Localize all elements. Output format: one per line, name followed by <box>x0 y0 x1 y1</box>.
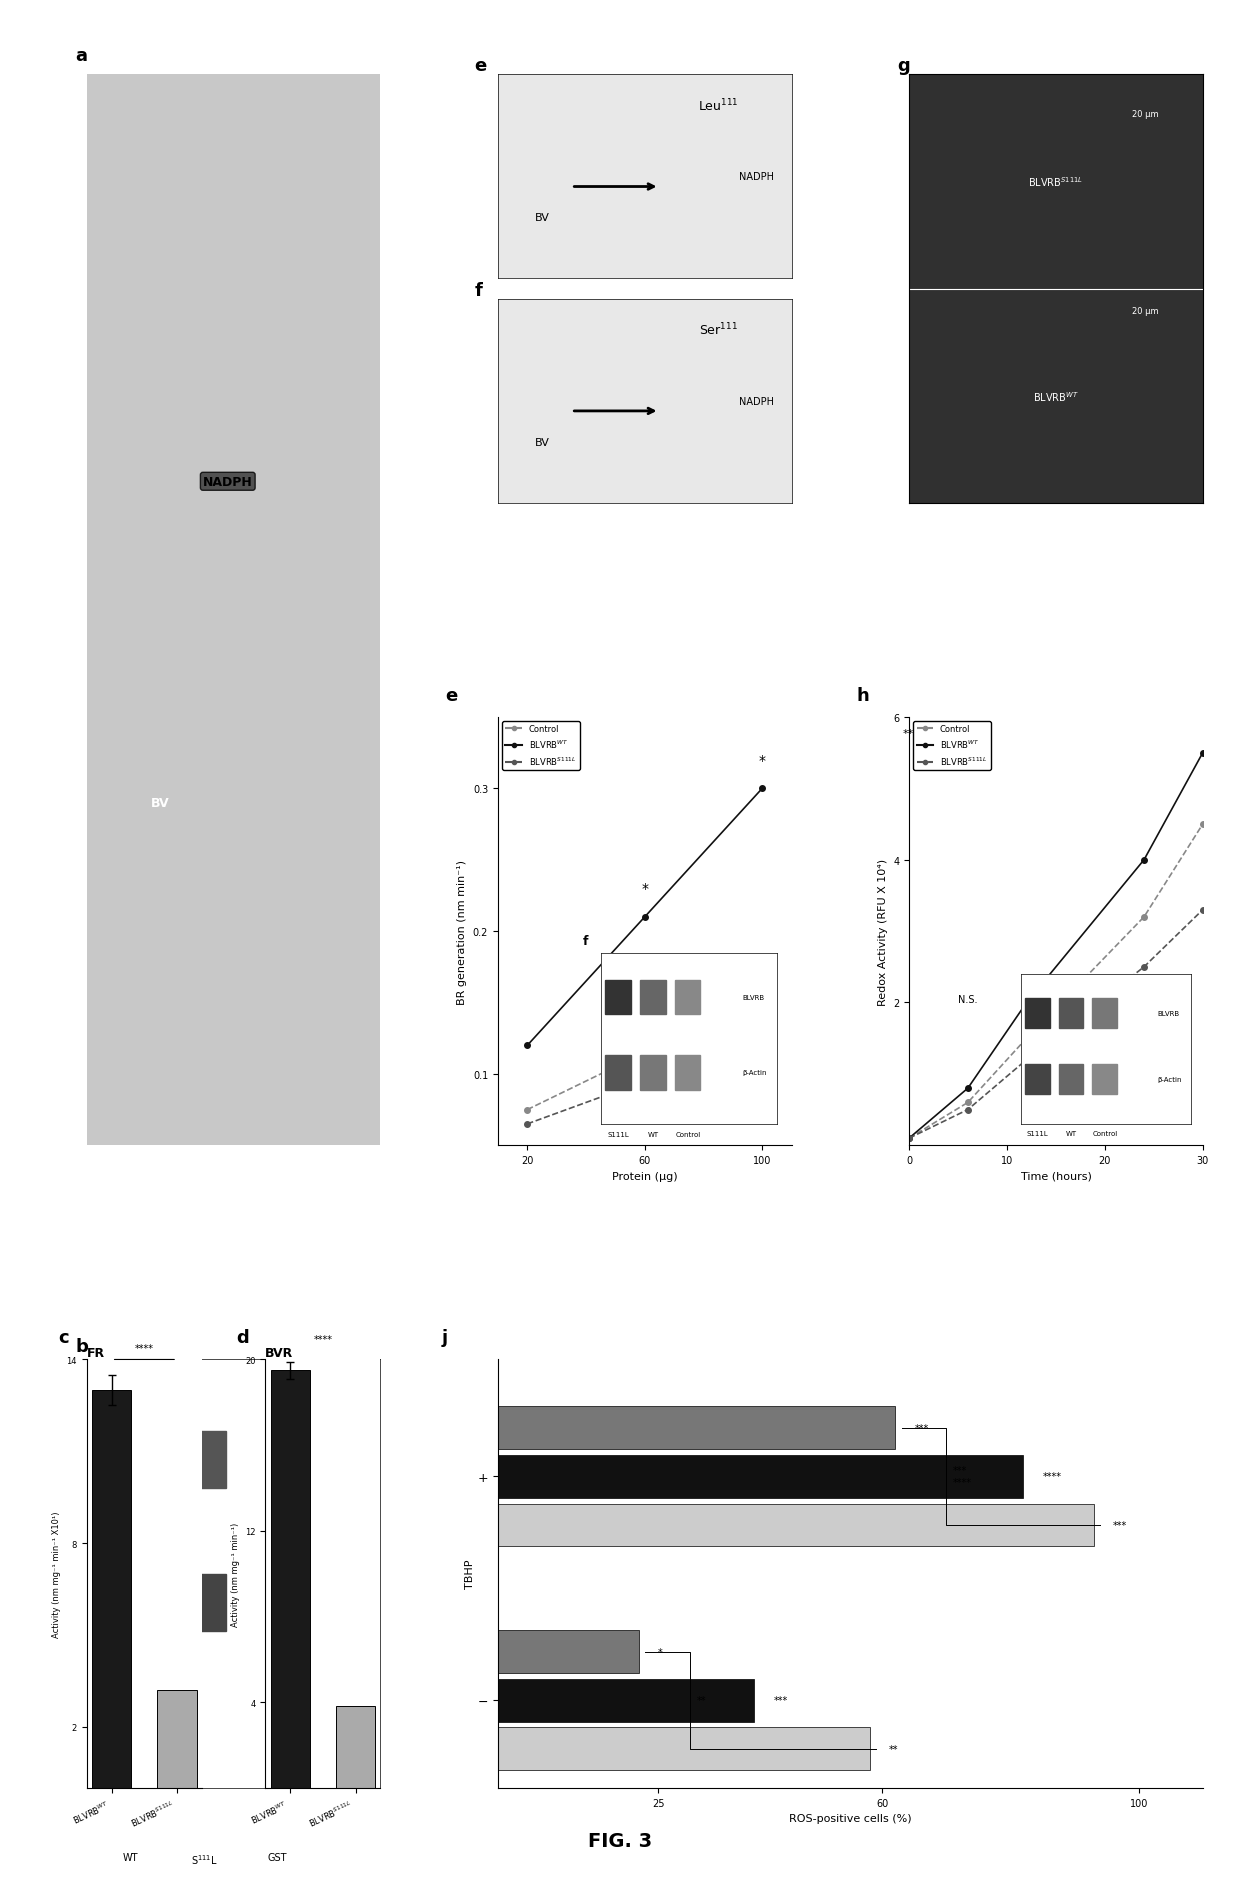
Bar <box>182 1430 226 1489</box>
Text: g: g <box>898 56 910 75</box>
Text: N.S.: N.S. <box>959 996 977 1005</box>
Text: S$^{111}$L: S$^{111}$L <box>191 1852 218 1865</box>
Text: BLVRB$^{WT}$: BLVRB$^{WT}$ <box>1033 390 1079 403</box>
Legend: Control, BLVRB$^{WT}$, BLVRB$^{S111L}$: Control, BLVRB$^{WT}$, BLVRB$^{S111L}$ <box>502 721 580 770</box>
Text: e: e <box>445 687 458 704</box>
Text: ***
****: *** **** <box>952 1466 972 1487</box>
X-axis label: Time (hours): Time (hours) <box>1021 1171 1091 1180</box>
Text: Leu$^{111}$: Leu$^{111}$ <box>698 98 739 115</box>
Text: h: h <box>857 687 869 704</box>
Text: *: * <box>641 883 649 896</box>
Text: NADPH: NADPH <box>739 397 774 407</box>
Text: GST: GST <box>268 1852 288 1861</box>
Bar <box>498 1630 639 1673</box>
Text: f: f <box>475 282 482 299</box>
Y-axis label: Redox Activity (RFU X 10⁴): Redox Activity (RFU X 10⁴) <box>878 858 888 1005</box>
Text: ***: *** <box>774 1696 787 1705</box>
Text: ****: **** <box>903 728 925 740</box>
Legend: Control, BLVRB$^{WT}$, BLVRB$^{S111L}$: Control, BLVRB$^{WT}$, BLVRB$^{S111L}$ <box>914 721 991 770</box>
X-axis label: Protein (μg): Protein (μg) <box>613 1171 677 1180</box>
Bar <box>157 1690 197 1788</box>
Bar <box>498 1504 1094 1547</box>
Bar <box>109 1430 153 1489</box>
Text: BVR: BVR <box>265 1348 294 1359</box>
Y-axis label: Activity (nm mg⁻¹ min⁻¹ X10¹): Activity (nm mg⁻¹ min⁻¹ X10¹) <box>52 1511 61 1637</box>
Text: anti-GST: anti-GST <box>330 1455 366 1464</box>
Y-axis label: Activity (nm mg⁻¹ min⁻¹): Activity (nm mg⁻¹ min⁻¹) <box>231 1523 239 1626</box>
Text: a: a <box>76 47 87 64</box>
Text: j: j <box>441 1329 448 1348</box>
Text: FR: FR <box>87 1348 105 1359</box>
X-axis label: ROS-positive cells (%): ROS-positive cells (%) <box>789 1812 911 1824</box>
Bar <box>498 1728 869 1771</box>
Text: 20 μm: 20 μm <box>1132 307 1158 316</box>
Text: ****: **** <box>1043 1472 1061 1481</box>
Text: BLVRB$^{S111L}$: BLVRB$^{S111L}$ <box>1028 175 1084 190</box>
Text: BV: BV <box>534 213 549 222</box>
Y-axis label: BR generation (nm min⁻¹): BR generation (nm min⁻¹) <box>458 858 467 1005</box>
Y-axis label: TBHP: TBHP <box>465 1558 475 1588</box>
Text: *: * <box>658 1647 663 1656</box>
Text: e: e <box>475 56 487 75</box>
Bar <box>270 1370 310 1788</box>
Text: anti-BLVRB: anti-BLVRB <box>320 1598 366 1607</box>
Text: BV: BV <box>151 796 170 809</box>
Bar <box>109 1573 153 1632</box>
Text: **: ** <box>697 1696 706 1705</box>
Text: *: * <box>759 753 766 768</box>
Text: NADPH: NADPH <box>203 476 253 489</box>
Text: Ser$^{111}$: Ser$^{111}$ <box>699 322 738 339</box>
Text: NADPH: NADPH <box>739 173 774 183</box>
Text: BV: BV <box>534 437 549 448</box>
Bar <box>336 1707 376 1788</box>
Text: ****: **** <box>314 1334 332 1346</box>
Text: ****: **** <box>135 1344 154 1353</box>
Bar <box>182 1573 226 1632</box>
Bar <box>92 1391 131 1788</box>
Text: ***: *** <box>914 1423 929 1432</box>
Bar <box>498 1679 754 1722</box>
Text: WT: WT <box>123 1852 139 1861</box>
Text: d: d <box>237 1329 249 1348</box>
Text: **: ** <box>889 1745 898 1754</box>
Text: FIG. 3: FIG. 3 <box>588 1831 652 1850</box>
Text: b: b <box>76 1338 88 1355</box>
Bar <box>498 1406 895 1449</box>
Text: ***: *** <box>1114 1521 1127 1530</box>
Text: 20 μm: 20 μm <box>1132 109 1158 119</box>
Text: c: c <box>58 1329 68 1348</box>
Bar <box>498 1455 1023 1498</box>
